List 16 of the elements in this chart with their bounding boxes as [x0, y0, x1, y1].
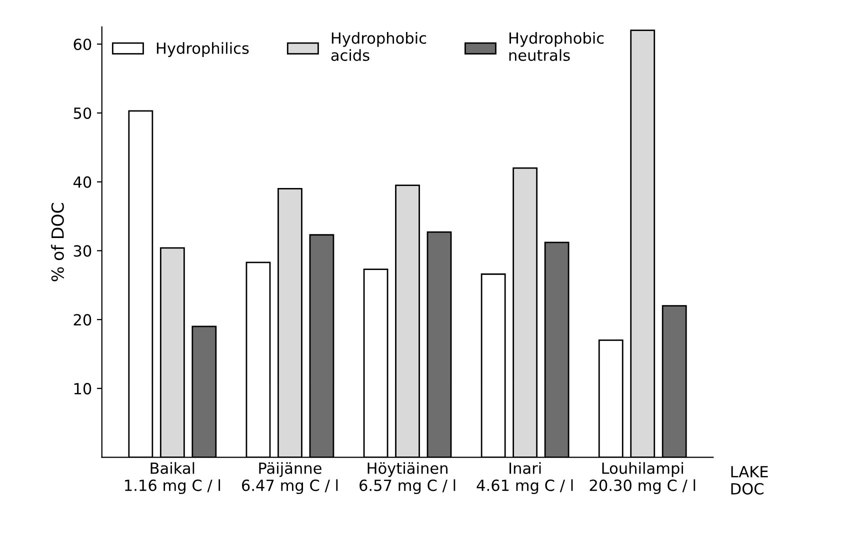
- x-tick-label: Höytiäinen 6.57 mg C / l: [360, 462, 456, 494]
- y-tick-label: 40: [73, 176, 92, 188]
- x-tick-label: Louhilampi 20.30 mg C / l: [590, 462, 696, 494]
- legend-label: Hydrophilics: [156, 42, 249, 57]
- x-tick-label: Baikal 1.16 mg C / l: [125, 462, 220, 494]
- legend-label: Hydrophobic acids: [331, 32, 426, 61]
- x-tick-label: Inari 4.61 mg C / l: [476, 462, 573, 494]
- y-tick-label: 20: [74, 314, 92, 326]
- y-axis-title: % of DOC: [51, 202, 64, 282]
- text: LAKE DOC: [731, 466, 768, 495]
- legend-label: Hydrophobic neutrals: [509, 32, 604, 61]
- y-tick-label: 30: [74, 245, 92, 257]
- x-tick-label: Päijänne 6.47 mg C / l: [242, 462, 338, 494]
- y-tick-label: 10: [74, 382, 92, 394]
- y-tick-label: 60: [74, 38, 92, 50]
- y-tick-label: 50: [74, 107, 92, 119]
